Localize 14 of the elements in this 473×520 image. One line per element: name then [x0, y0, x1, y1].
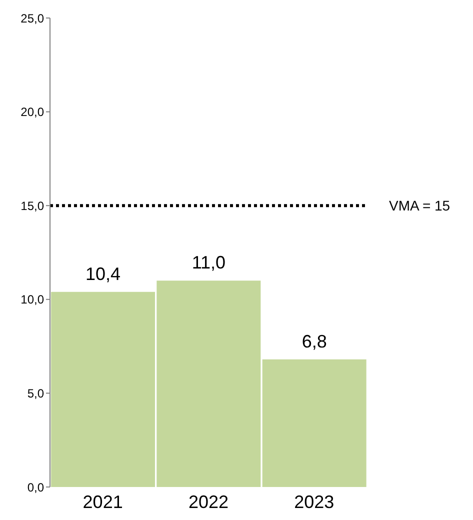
- data-label: 11,0: [192, 252, 226, 273]
- y-tick-label: 0,0: [27, 480, 44, 494]
- y-tick-label: 15,0: [20, 198, 44, 213]
- y-tick-label: 20,0: [20, 105, 44, 120]
- data-label: 6,8: [302, 331, 327, 352]
- bar: [262, 359, 366, 487]
- x-tick-label: 2023: [294, 492, 334, 512]
- y-tick-label: 10,0: [20, 292, 44, 307]
- y-tick-label: 5,0: [27, 386, 44, 400]
- data-label: 10,4: [85, 264, 121, 284]
- x-tick-label: 2022: [188, 492, 229, 512]
- x-tick-label: 2021: [82, 492, 123, 512]
- ref-line-label: VMA = 15: [389, 198, 450, 214]
- y-tick-label: 25,0: [20, 11, 44, 26]
